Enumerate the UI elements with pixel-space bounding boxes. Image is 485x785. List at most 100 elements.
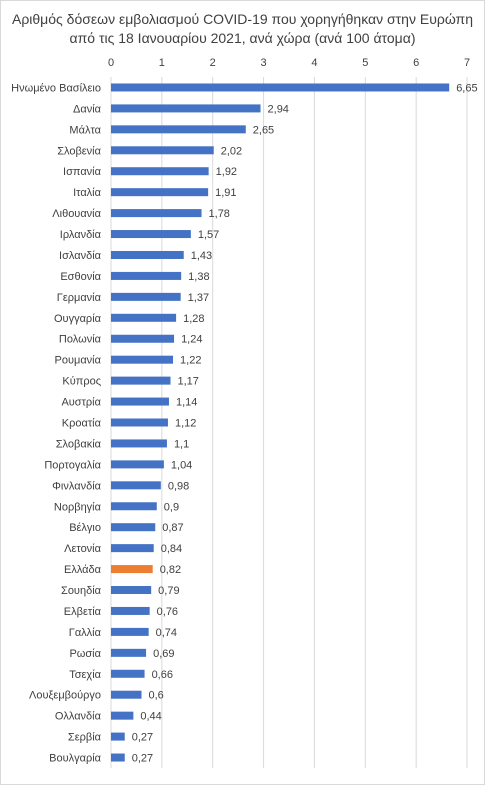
- category-label: Ουγγαρία: [54, 313, 102, 325]
- bar: [111, 397, 169, 406]
- category-label: Ιρλανδία: [60, 229, 102, 241]
- category-label: Κύπρος: [62, 376, 101, 388]
- bar: [111, 209, 202, 218]
- bar: [111, 627, 149, 636]
- category-label: Βέλγιο: [69, 522, 101, 534]
- data-label: 0,76: [157, 606, 178, 618]
- category-label: Πολωνία: [59, 334, 102, 346]
- bar: [111, 648, 147, 657]
- data-label: 2,94: [268, 103, 289, 115]
- category-label: Εσθονία: [60, 271, 101, 283]
- category-label: Πορτογαλία: [44, 459, 101, 471]
- bar: [111, 250, 184, 259]
- bar: [111, 313, 177, 322]
- data-label: 0,74: [156, 627, 177, 639]
- data-label: 0,66: [152, 669, 173, 681]
- category-label: Αυστρία: [61, 397, 101, 409]
- chart-title: Αριθμός δόσεων εμβολιασμού COVID-19 που …: [11, 11, 473, 46]
- bar: [111, 146, 214, 155]
- data-label: 1,17: [178, 376, 199, 388]
- data-label: 1,1: [174, 438, 189, 450]
- data-label: 0,82: [160, 564, 181, 576]
- bar: [111, 355, 174, 364]
- bar: [111, 334, 175, 343]
- category-label: Βουλγαρία: [49, 753, 102, 765]
- data-label: 1,04: [171, 459, 192, 471]
- data-label: 1,43: [191, 250, 212, 262]
- data-label: 1,91: [215, 187, 236, 199]
- x-tick-label: 4: [311, 57, 317, 69]
- bar: [111, 167, 209, 176]
- data-label: 1,38: [188, 271, 209, 283]
- data-label: 1,12: [175, 418, 196, 430]
- data-label: 2,02: [221, 145, 242, 157]
- category-label: Ηνωμένο Βασίλειο: [11, 82, 101, 94]
- category-label: Ολλανδία: [55, 711, 102, 723]
- x-tick-label: 6: [413, 57, 419, 69]
- data-label: 0,79: [158, 585, 179, 597]
- bar: [111, 418, 168, 427]
- data-label: 0,84: [161, 543, 182, 555]
- category-label: Σλοβενία: [57, 145, 101, 157]
- data-label: 1,92: [216, 166, 237, 178]
- data-label: 1,24: [181, 334, 202, 346]
- category-label: Ρουμανία: [55, 355, 102, 367]
- bar: [111, 439, 167, 448]
- category-label: Γερμανία: [57, 292, 102, 304]
- bar: [111, 104, 261, 113]
- x-tick-label: 3: [261, 57, 267, 69]
- x-tick-label: 1: [159, 57, 165, 69]
- x-tick-label: 0: [108, 57, 114, 69]
- bar: [111, 481, 161, 490]
- category-label: Λιθουανία: [52, 208, 101, 220]
- x-tick-label: 2: [210, 57, 216, 69]
- data-label: 1,57: [198, 229, 219, 241]
- data-label: 0,9: [164, 501, 179, 513]
- category-label: Σουηδία: [61, 585, 102, 597]
- bar: [111, 669, 145, 678]
- bar: [111, 460, 164, 469]
- category-label: Λουξεμβούργο: [29, 690, 101, 702]
- data-label: 1,28: [183, 313, 204, 325]
- bar: [111, 690, 142, 699]
- data-label: 1,78: [209, 208, 230, 220]
- data-label: 6,65: [456, 82, 477, 94]
- category-label: Ισλανδία: [59, 250, 102, 262]
- bar: [111, 271, 182, 280]
- bar: [111, 502, 157, 511]
- bar: [111, 83, 450, 92]
- category-label: Σλοβακία: [56, 438, 102, 450]
- category-label: Ελβετία: [64, 606, 102, 618]
- data-label: 1,14: [176, 397, 197, 409]
- x-tick-label: 5: [362, 57, 368, 69]
- bar: [111, 711, 134, 720]
- bar: [111, 292, 181, 301]
- bar: [111, 376, 171, 385]
- category-label: Τσεχία: [69, 669, 101, 681]
- category-label: Ελλάδα: [64, 564, 102, 576]
- bar: [111, 523, 156, 532]
- data-label: 0,69: [153, 648, 174, 660]
- category-label: Φινλανδία: [52, 480, 101, 492]
- data-label: 2,65: [253, 124, 274, 136]
- bar: [111, 125, 246, 134]
- data-label: 0,27: [132, 732, 153, 744]
- bar: [111, 606, 150, 615]
- bar: [111, 230, 191, 239]
- data-label: 0,98: [168, 480, 189, 492]
- category-label: Νορβηγία: [54, 501, 102, 513]
- category-label: Μάλτα: [69, 124, 101, 136]
- bar: [111, 586, 152, 595]
- bar: [111, 544, 154, 553]
- data-label: 0,27: [132, 753, 153, 765]
- data-label: 0,87: [162, 522, 183, 534]
- category-label: Γαλλία: [69, 627, 102, 639]
- bar: [111, 188, 209, 197]
- category-label: Σερβία: [68, 732, 102, 744]
- bar: [111, 732, 125, 741]
- category-label: Δανία: [73, 103, 102, 115]
- data-label: 1,22: [180, 355, 201, 367]
- category-label: Ρωσία: [69, 648, 101, 660]
- data-label: 1,37: [188, 292, 209, 304]
